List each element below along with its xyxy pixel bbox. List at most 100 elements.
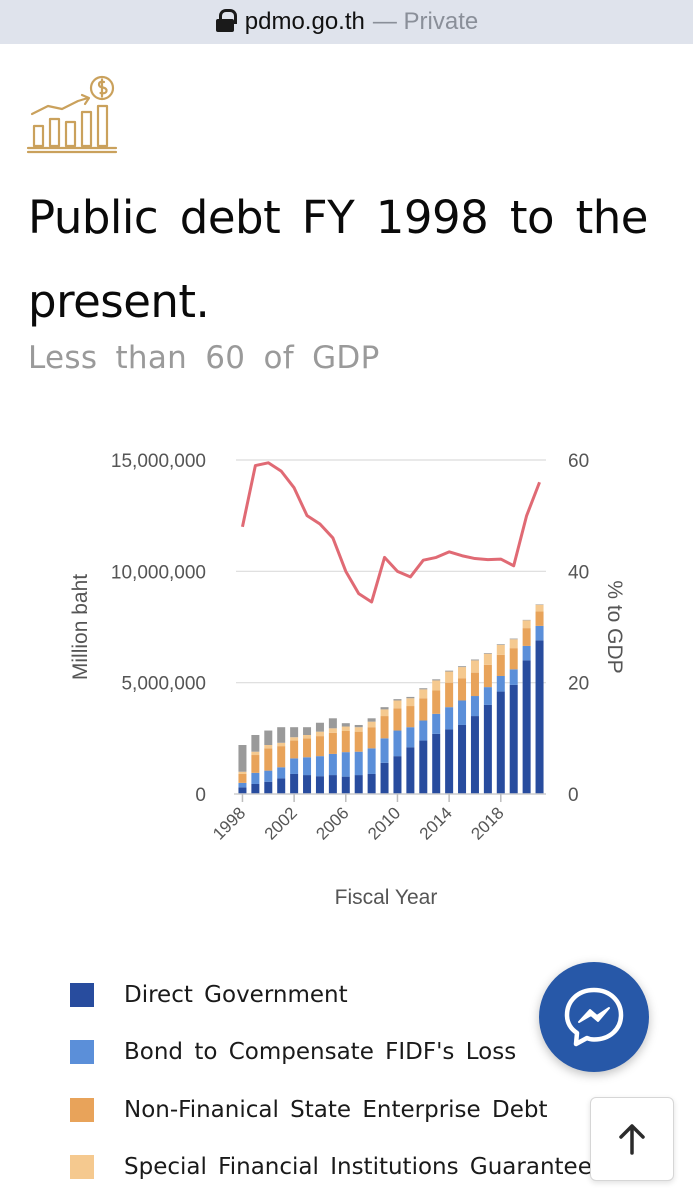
bar-segment xyxy=(496,691,505,794)
bar-segment xyxy=(406,747,415,794)
x-tick-label: 2010 xyxy=(364,803,404,843)
bar-segment xyxy=(367,727,376,749)
bar-segment xyxy=(458,667,467,679)
lock-icon xyxy=(215,9,237,33)
bar-segment xyxy=(535,640,544,794)
bar-segment xyxy=(445,670,454,672)
bar-segment xyxy=(367,721,376,728)
bar-segment xyxy=(445,729,454,794)
bar-segment xyxy=(380,707,389,710)
bar-segment xyxy=(458,724,467,794)
bar-segment xyxy=(393,708,402,731)
bar-segment xyxy=(470,672,479,697)
bar-segment xyxy=(251,783,260,794)
bar-segment xyxy=(445,682,454,708)
bar-segment xyxy=(303,727,312,735)
bar-segment xyxy=(483,653,492,665)
bar-segment xyxy=(251,734,260,752)
bar-segment xyxy=(315,722,324,732)
messenger-icon xyxy=(564,987,624,1047)
bar-segment xyxy=(303,738,312,758)
bar-segment xyxy=(380,709,389,717)
bar-segment xyxy=(367,748,376,774)
bar-segment xyxy=(470,696,479,717)
bar-segment xyxy=(419,689,428,699)
y2-tick-label: 20 xyxy=(568,674,589,695)
bar-segment xyxy=(303,775,312,794)
bar-segment xyxy=(238,782,247,788)
bar-segment xyxy=(393,756,402,794)
bar-segment xyxy=(458,700,467,725)
messenger-chat-button[interactable] xyxy=(539,962,649,1072)
bar-segment xyxy=(354,731,363,752)
bar-segment xyxy=(264,748,273,771)
legend-label: Bond to Compensate FIDF's Loss xyxy=(124,1039,517,1066)
bar-segment xyxy=(367,773,376,794)
bar-segment xyxy=(354,751,363,776)
legend-swatch xyxy=(70,1155,94,1180)
bar-segment xyxy=(406,727,415,748)
bar-segment xyxy=(341,776,350,794)
bar-segment xyxy=(406,698,415,707)
bar-segment xyxy=(393,699,402,701)
bar-segment xyxy=(303,734,312,739)
bar-segment xyxy=(535,604,544,612)
bar-segment xyxy=(419,688,428,690)
legend-swatch xyxy=(70,1097,94,1122)
y-tick-label: 5,000,000 xyxy=(121,674,206,695)
bar-segment xyxy=(238,787,247,794)
x-tick-label: 1998 xyxy=(209,803,249,843)
x-tick-label: 2014 xyxy=(416,803,456,843)
legend-swatch xyxy=(70,1040,94,1065)
bar-segment xyxy=(509,684,518,794)
bar-segment xyxy=(354,727,363,732)
x-tick-label: 2006 xyxy=(312,803,352,843)
legend-swatch xyxy=(70,982,94,1007)
bar-segment xyxy=(277,778,286,794)
y2-tick-label: 40 xyxy=(568,562,589,583)
bar-segment xyxy=(522,660,531,794)
bar-segment xyxy=(277,746,286,768)
bar-segment xyxy=(509,648,518,670)
bar-segment xyxy=(251,772,260,784)
legend-label: Special Financial Institutions Guarantee… xyxy=(124,1154,607,1181)
x-tick-label: 2002 xyxy=(261,803,301,843)
bar-segment xyxy=(458,666,467,668)
bar-segment xyxy=(535,625,544,641)
bar-segment xyxy=(264,745,273,749)
bar-segment xyxy=(354,724,363,728)
bar-segment xyxy=(341,726,350,731)
bar-segment xyxy=(509,639,518,649)
bar-segment xyxy=(238,771,247,774)
bar-segment xyxy=(432,690,441,714)
bar-segment xyxy=(264,781,273,794)
scroll-to-top-button[interactable] xyxy=(590,1097,674,1181)
bar-segment xyxy=(496,644,505,655)
legend-label: Non-Finanical State Enterprise Debt xyxy=(124,1096,548,1123)
bar-segment xyxy=(367,718,376,722)
bar-segment xyxy=(432,679,441,681)
y-axis-title: Million baht xyxy=(69,574,92,680)
bar-segment xyxy=(380,762,389,794)
bar-segment xyxy=(328,732,337,754)
page-subtitle: Less than 60 of GDP xyxy=(28,340,380,376)
bar-segment xyxy=(251,755,260,773)
bar-segment xyxy=(419,740,428,794)
y2-axis-title: % to GDP xyxy=(603,580,626,673)
legend-item: Non-Finanical State Enterprise Debt xyxy=(70,1081,606,1139)
x-axis-title: Fiscal Year xyxy=(335,886,438,909)
bar-segment xyxy=(522,620,531,629)
chart-legend: Direct Government Bond to Compensate FID… xyxy=(70,966,606,1196)
browser-url-bar[interactable]: pdmo.go.th — Private xyxy=(0,0,693,44)
bar-segment xyxy=(315,756,324,777)
bar-segment xyxy=(328,775,337,794)
bar-segment xyxy=(522,628,531,646)
bar-segment xyxy=(432,733,441,794)
legend-label: Direct Government xyxy=(124,981,348,1008)
bar-segment xyxy=(509,669,518,685)
bar-segment xyxy=(509,638,518,640)
bar-segment xyxy=(341,752,350,777)
legend-item: Direct Government xyxy=(70,966,606,1024)
gdp-ratio-line xyxy=(240,461,541,604)
bar-segment xyxy=(290,727,299,738)
